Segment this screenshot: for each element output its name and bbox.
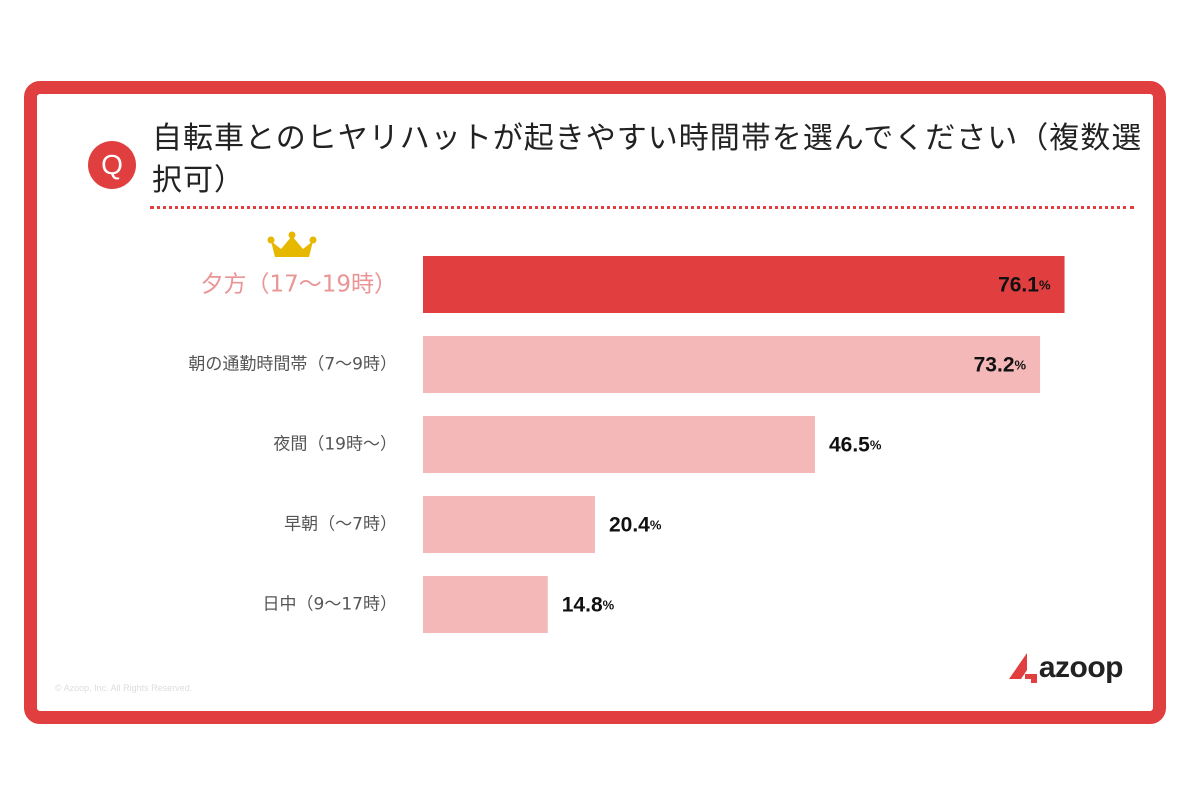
bar-0 [423, 256, 1065, 313]
azoop-logo-icon [1008, 653, 1037, 683]
value-label-3: 20.4% [609, 513, 662, 536]
copyright-text: © Azoop, Inc. All Rights Reserved. [55, 683, 193, 693]
survey-card: Q 自転車とのヒヤリハットが起きやすい時間帯を選んでください（複数選択可） 夕方… [24, 81, 1166, 724]
value-number-0: 76.1 [998, 273, 1039, 296]
category-label-0: 夕方（17〜19時） [200, 272, 397, 298]
bar-chart: 夕方（17〜19時） 76.1% 朝の通勤時間帯（7〜9時） 73.2% 夜間（19時〜… [188, 231, 1065, 633]
value-number-2: 46.5 [829, 433, 870, 456]
question-badge-letter: Q [101, 149, 123, 180]
value-label-1: 73.2% [974, 353, 1027, 376]
value-unit-4: % [603, 597, 615, 612]
value-number-3: 20.4 [609, 513, 650, 536]
category-label-2: 夜間（19時〜） [273, 435, 397, 455]
category-label-1: 朝の通勤時間帯（7〜9時） [188, 355, 397, 375]
value-unit-3: % [650, 517, 662, 532]
category-label-3: 早朝（〜7時） [284, 515, 397, 535]
value-number-1: 73.2 [974, 353, 1015, 376]
azoop-logo: azoop [1007, 651, 1124, 685]
value-label-2: 46.5% [829, 433, 882, 456]
value-unit-2: % [870, 437, 882, 452]
question-badge: Q [88, 141, 136, 189]
value-number-4: 14.8 [562, 593, 603, 616]
azoop-logo-text: azoop [1038, 651, 1124, 684]
question-text: 自転車とのヒヤリハットが起きやすい時間帯を選んでください（複数選択可） [152, 121, 1143, 198]
dotted-divider [150, 206, 1134, 209]
bar-3 [423, 496, 595, 553]
bar-4 [423, 576, 548, 633]
value-label-0: 76.1% [998, 273, 1051, 296]
bar-2 [423, 416, 815, 473]
value-unit-0: % [1039, 277, 1051, 292]
crown-icon [267, 231, 317, 257]
value-label-4: 14.8% [562, 593, 615, 616]
value-unit-1: % [1015, 357, 1027, 372]
bar-1 [423, 336, 1041, 393]
category-label-4: 日中（9〜17時） [263, 595, 397, 615]
